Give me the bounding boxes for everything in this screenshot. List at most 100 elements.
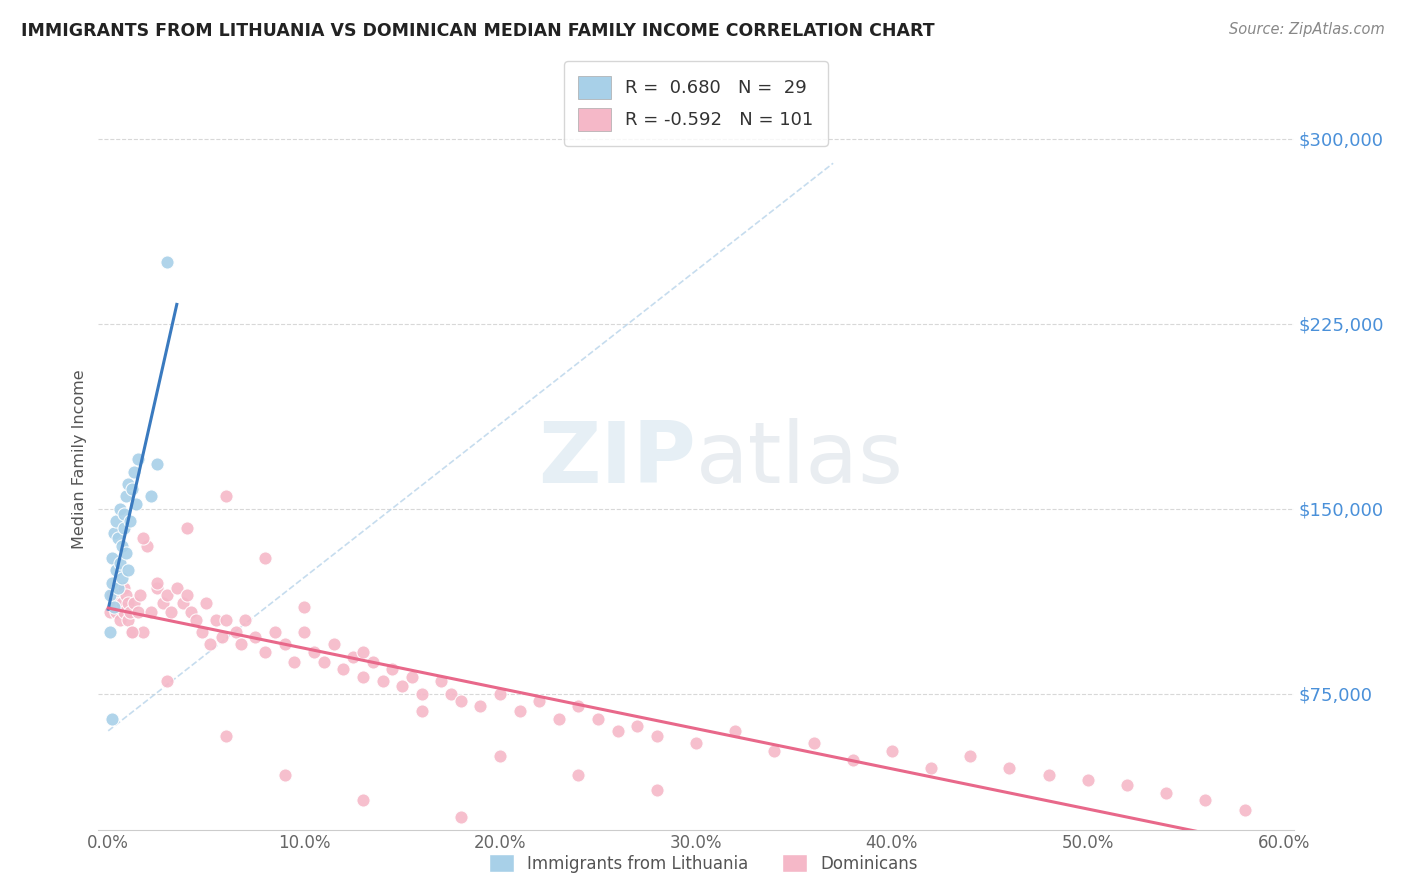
Point: [724, 723, 747, 738]
Point: [101, 575, 124, 590]
Point: [450, 810, 472, 824]
Point: [172, 595, 194, 609]
Point: [489, 748, 512, 763]
Point: [841, 754, 863, 768]
Point: [411, 687, 433, 701]
Point: [332, 662, 354, 676]
Point: [103, 600, 125, 615]
Point: [105, 606, 128, 620]
Point: [115, 546, 138, 560]
Point: [253, 645, 276, 659]
Point: [352, 645, 374, 659]
Text: Source: ZipAtlas.com: Source: ZipAtlas.com: [1229, 22, 1385, 37]
Point: [243, 630, 266, 644]
Point: [645, 729, 668, 743]
Point: [111, 595, 134, 609]
Point: [283, 655, 305, 669]
Point: [160, 606, 183, 620]
Point: [152, 595, 174, 609]
Point: [586, 712, 609, 726]
Point: [880, 743, 903, 757]
Point: [489, 687, 512, 701]
Point: [117, 477, 139, 491]
Point: [1233, 803, 1256, 817]
Point: [118, 606, 141, 620]
Point: [166, 581, 188, 595]
Point: [132, 532, 155, 546]
Point: [292, 600, 315, 615]
Point: [156, 255, 179, 269]
Point: [391, 680, 413, 694]
Point: [191, 625, 214, 640]
Point: [146, 575, 169, 590]
Point: [132, 625, 155, 640]
Point: [112, 606, 135, 620]
Point: [645, 783, 668, 797]
Point: [450, 694, 472, 708]
Legend: Immigrants from Lithuania, Dominicans: Immigrants from Lithuania, Dominicans: [482, 847, 924, 880]
Point: [111, 571, 134, 585]
Point: [198, 637, 221, 651]
Point: [121, 625, 143, 640]
Text: IMMIGRANTS FROM LITHUANIA VS DOMINICAN MEDIAN FAMILY INCOME CORRELATION CHART: IMMIGRANTS FROM LITHUANIA VS DOMINICAN M…: [21, 22, 935, 40]
Point: [156, 674, 179, 689]
Point: [186, 613, 208, 627]
Point: [98, 588, 121, 602]
Point: [146, 581, 169, 595]
Point: [803, 736, 825, 750]
Point: [121, 482, 143, 496]
Point: [211, 630, 233, 644]
Point: [98, 606, 121, 620]
Point: [626, 719, 648, 733]
Point: [998, 761, 1021, 775]
Point: [205, 613, 228, 627]
Point: [195, 595, 218, 609]
Point: [352, 793, 374, 807]
Point: [1038, 768, 1060, 782]
Point: [401, 669, 423, 683]
Point: [108, 613, 131, 627]
Point: [567, 768, 589, 782]
Point: [235, 613, 257, 627]
Point: [101, 588, 124, 602]
Point: [176, 521, 198, 535]
Point: [105, 564, 128, 578]
Point: [112, 507, 135, 521]
Point: [959, 748, 981, 763]
Point: [107, 581, 129, 595]
Point: [107, 581, 129, 595]
Point: [117, 613, 139, 627]
Point: [118, 514, 141, 528]
Point: [529, 694, 551, 708]
Point: [292, 625, 315, 640]
Point: [547, 712, 569, 726]
Point: [1194, 793, 1216, 807]
Point: [273, 637, 295, 651]
Point: [685, 736, 707, 750]
Point: [312, 655, 335, 669]
Point: [470, 699, 492, 714]
Point: [156, 588, 179, 602]
Point: [141, 606, 163, 620]
Point: [509, 704, 531, 718]
Point: [108, 556, 131, 570]
Point: [122, 595, 145, 609]
Legend: R =  0.680   N =  29, R = -0.592   N = 101: R = 0.680 N = 29, R = -0.592 N = 101: [564, 62, 828, 145]
Point: [101, 712, 124, 726]
Point: [101, 551, 124, 566]
Point: [108, 501, 131, 516]
Point: [430, 674, 453, 689]
Point: [215, 613, 238, 627]
Point: [115, 588, 138, 602]
Point: [342, 649, 364, 664]
Point: [121, 625, 143, 640]
Point: [112, 521, 135, 535]
Point: [411, 704, 433, 718]
Point: [1116, 778, 1139, 792]
Point: [141, 489, 163, 503]
Point: [122, 465, 145, 479]
Point: [381, 662, 404, 676]
Point: [98, 625, 121, 640]
Point: [225, 625, 247, 640]
Point: [146, 458, 169, 472]
